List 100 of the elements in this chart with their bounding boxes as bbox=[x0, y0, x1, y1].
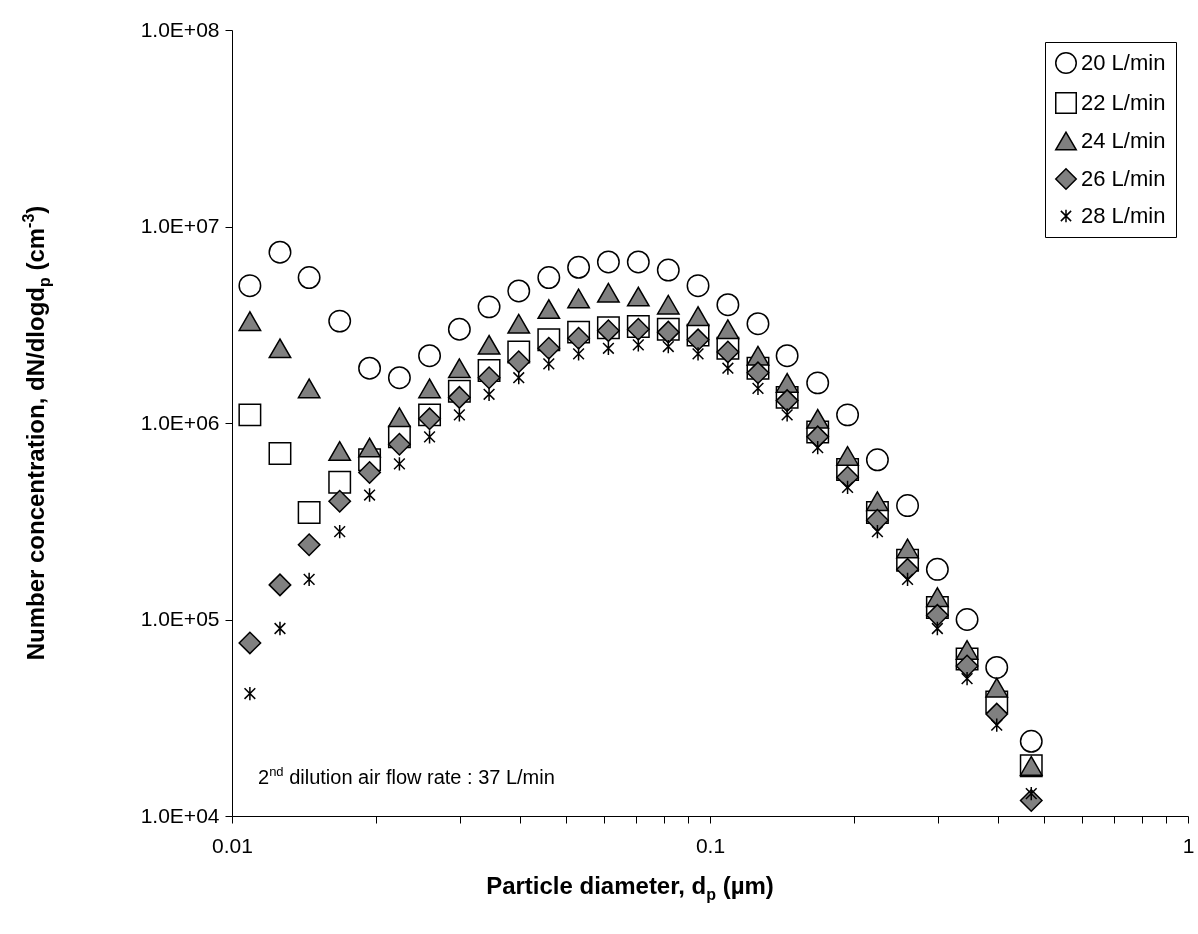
point bbox=[567, 288, 591, 309]
point bbox=[537, 299, 561, 320]
point bbox=[596, 250, 620, 274]
point bbox=[238, 403, 262, 427]
point bbox=[238, 631, 262, 655]
point bbox=[865, 491, 889, 512]
point bbox=[632, 337, 645, 353]
point bbox=[955, 654, 979, 678]
point bbox=[806, 425, 830, 449]
point bbox=[447, 385, 471, 409]
point bbox=[418, 378, 442, 399]
point bbox=[477, 334, 501, 355]
point bbox=[721, 360, 734, 376]
x-tick-label: 0.1 bbox=[695, 833, 726, 857]
point bbox=[453, 407, 466, 423]
point bbox=[985, 656, 1009, 679]
point bbox=[955, 608, 979, 631]
point bbox=[925, 557, 949, 581]
legend-label: 26 L/min bbox=[1081, 166, 1166, 191]
point bbox=[297, 266, 321, 289]
point bbox=[512, 370, 525, 386]
point bbox=[775, 344, 799, 368]
point bbox=[751, 381, 765, 396]
point bbox=[865, 508, 889, 532]
point bbox=[243, 686, 256, 701]
point bbox=[775, 372, 799, 393]
legend-label: 28 L/min bbox=[1081, 203, 1166, 228]
legend-label: 20 L/min bbox=[1081, 50, 1166, 75]
point bbox=[333, 524, 346, 540]
point bbox=[960, 671, 974, 687]
point bbox=[686, 274, 710, 298]
point bbox=[716, 293, 740, 317]
point bbox=[896, 557, 920, 581]
point bbox=[841, 480, 854, 495]
point bbox=[901, 571, 914, 587]
y-tick-label: 1.0E+04 bbox=[140, 803, 220, 827]
point bbox=[656, 258, 680, 282]
point bbox=[477, 366, 501, 390]
point bbox=[423, 429, 436, 445]
point bbox=[477, 295, 501, 319]
point bbox=[358, 437, 382, 458]
point bbox=[836, 403, 860, 427]
point bbox=[656, 294, 680, 315]
point bbox=[806, 408, 830, 429]
y-axis-title: Number concentration, dN/dlogdp (cm-3) bbox=[20, 205, 53, 661]
point bbox=[447, 317, 471, 341]
point bbox=[387, 366, 411, 390]
y-tick-label: 1.0E+05 bbox=[140, 607, 220, 630]
point bbox=[418, 344, 442, 368]
point bbox=[896, 538, 920, 559]
point bbox=[626, 286, 650, 307]
point bbox=[781, 407, 794, 423]
point bbox=[925, 587, 949, 608]
point bbox=[990, 717, 1003, 733]
point bbox=[447, 358, 471, 379]
point bbox=[931, 621, 944, 636]
point bbox=[268, 573, 292, 597]
point bbox=[268, 338, 292, 359]
point bbox=[811, 440, 824, 455]
point bbox=[358, 461, 382, 484]
point bbox=[507, 279, 531, 303]
point bbox=[268, 441, 292, 465]
point bbox=[482, 386, 496, 402]
point bbox=[567, 255, 591, 279]
point bbox=[896, 494, 920, 518]
point bbox=[686, 328, 710, 352]
point bbox=[662, 339, 675, 354]
point bbox=[537, 266, 561, 289]
x-tick-label: 1 bbox=[1182, 833, 1195, 857]
point bbox=[273, 621, 287, 636]
point bbox=[746, 361, 770, 385]
point bbox=[567, 326, 591, 350]
point bbox=[836, 445, 860, 466]
point bbox=[925, 603, 949, 627]
point bbox=[537, 336, 561, 360]
y-tick-label: 1.0E+06 bbox=[140, 410, 220, 434]
point bbox=[238, 274, 262, 298]
point bbox=[297, 533, 321, 557]
point bbox=[806, 371, 830, 395]
point bbox=[387, 407, 411, 428]
y-tick-label: 1.0E+08 bbox=[140, 17, 220, 41]
x-tick-label: 0.01 bbox=[212, 833, 253, 857]
point bbox=[387, 432, 411, 456]
point bbox=[542, 356, 555, 372]
point bbox=[303, 571, 316, 587]
point bbox=[328, 441, 352, 462]
point bbox=[297, 378, 321, 399]
point bbox=[716, 319, 740, 340]
point bbox=[393, 456, 406, 472]
point bbox=[507, 313, 531, 334]
y-tick-label: 1.0E+07 bbox=[140, 214, 220, 237]
point bbox=[328, 309, 352, 333]
point bbox=[686, 306, 710, 327]
point bbox=[746, 345, 770, 366]
legend-label: 24 L/min bbox=[1081, 128, 1166, 153]
point bbox=[507, 350, 531, 374]
point bbox=[268, 240, 292, 264]
point bbox=[626, 250, 650, 274]
point bbox=[596, 282, 620, 303]
point bbox=[572, 346, 585, 362]
